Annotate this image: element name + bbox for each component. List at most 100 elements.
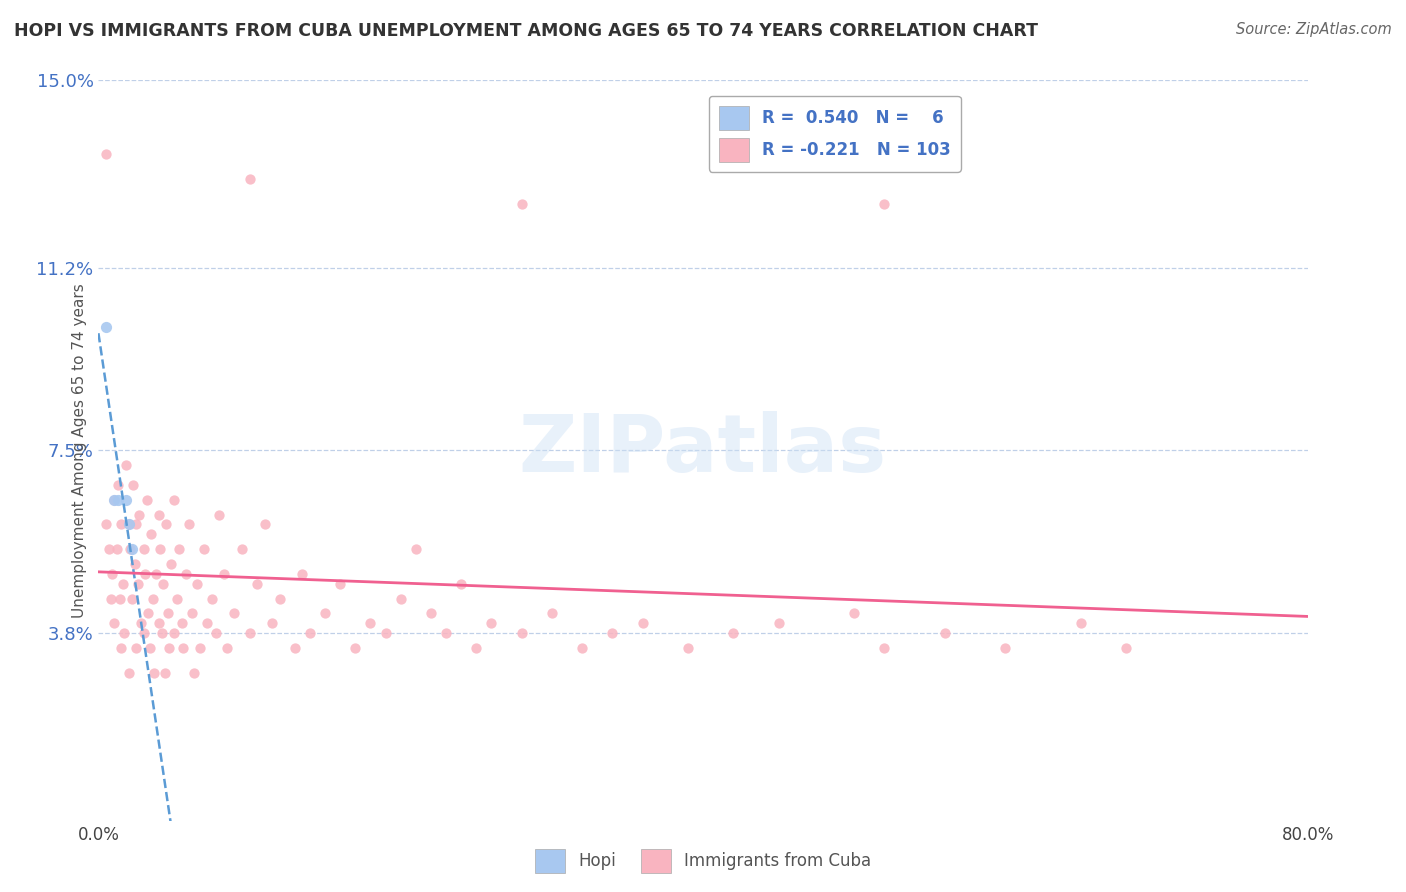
- Point: [112, 626, 135, 640]
- Point: [224, 607, 246, 621]
- Point: [148, 508, 170, 522]
- Point: [134, 566, 156, 581]
- Point: [374, 626, 396, 640]
- Point: [129, 616, 152, 631]
- Point: [114, 458, 136, 473]
- Point: [195, 616, 218, 631]
- Point: [110, 640, 132, 655]
- Point: [723, 626, 745, 640]
- Point: [329, 576, 352, 591]
- Point: [107, 492, 129, 507]
- Point: [344, 640, 367, 655]
- Text: Source: ZipAtlas.com: Source: ZipAtlas.com: [1236, 22, 1392, 37]
- Point: [105, 542, 128, 557]
- Point: [100, 591, 122, 606]
- Point: [450, 576, 472, 591]
- Point: [873, 640, 896, 655]
- Point: [149, 542, 172, 557]
- Point: [183, 665, 205, 680]
- Point: [132, 626, 155, 640]
- Point: [201, 591, 224, 606]
- Point: [314, 607, 336, 621]
- Point: [120, 542, 142, 557]
- Legend: Hopi, Immigrants from Cuba: Hopi, Immigrants from Cuba: [529, 842, 877, 880]
- Point: [125, 517, 148, 532]
- Y-axis label: Unemployment Among Ages 65 to 74 years: Unemployment Among Ages 65 to 74 years: [72, 283, 87, 618]
- Text: HOPI VS IMMIGRANTS FROM CUBA UNEMPLOYMENT AMONG AGES 65 TO 74 YEARS CORRELATION : HOPI VS IMMIGRANTS FROM CUBA UNEMPLOYMEN…: [14, 22, 1038, 40]
- Point: [163, 492, 186, 507]
- Point: [163, 626, 186, 640]
- Legend: R =  0.540   N =    6, R = -0.221   N = 103: R = 0.540 N = 6, R = -0.221 N = 103: [709, 96, 960, 171]
- Point: [844, 607, 866, 621]
- Point: [111, 576, 134, 591]
- Point: [231, 542, 253, 557]
- Point: [208, 508, 231, 522]
- Point: [170, 616, 193, 631]
- Point: [205, 626, 228, 640]
- Point: [125, 640, 148, 655]
- Point: [179, 517, 201, 532]
- Point: [215, 640, 238, 655]
- Point: [145, 566, 167, 581]
- Point: [1115, 640, 1137, 655]
- Point: [1070, 616, 1092, 631]
- Point: [153, 665, 176, 680]
- Point: [156, 607, 179, 621]
- Point: [420, 607, 443, 621]
- Point: [101, 566, 124, 581]
- Point: [142, 591, 165, 606]
- Point: [160, 557, 183, 571]
- Point: [103, 492, 125, 507]
- Point: [127, 576, 149, 591]
- Point: [152, 576, 174, 591]
- Point: [107, 478, 129, 492]
- Point: [212, 566, 235, 581]
- Point: [510, 196, 533, 211]
- Point: [122, 478, 145, 492]
- Point: [94, 147, 117, 161]
- Point: [172, 640, 194, 655]
- Point: [181, 607, 204, 621]
- Point: [253, 517, 276, 532]
- Point: [239, 626, 262, 640]
- Point: [676, 640, 699, 655]
- Point: [246, 576, 269, 591]
- Point: [110, 517, 132, 532]
- Point: [128, 508, 150, 522]
- Point: [405, 542, 427, 557]
- Point: [139, 640, 162, 655]
- Point: [873, 196, 896, 211]
- Point: [148, 616, 170, 631]
- Point: [602, 626, 624, 640]
- Point: [284, 640, 307, 655]
- Point: [434, 626, 457, 640]
- Point: [465, 640, 488, 655]
- Point: [143, 665, 166, 680]
- Point: [631, 616, 654, 631]
- Point: [188, 640, 211, 655]
- Point: [934, 626, 956, 640]
- Point: [540, 607, 562, 621]
- Point: [239, 172, 262, 186]
- Point: [167, 542, 190, 557]
- Point: [994, 640, 1017, 655]
- Point: [118, 517, 141, 532]
- Point: [481, 616, 503, 631]
- Point: [124, 557, 146, 571]
- Point: [132, 542, 155, 557]
- Point: [108, 591, 131, 606]
- Point: [103, 492, 125, 507]
- Point: [94, 320, 117, 334]
- Point: [118, 517, 141, 532]
- Point: [159, 640, 181, 655]
- Point: [135, 492, 157, 507]
- Point: [291, 566, 314, 581]
- Point: [262, 616, 284, 631]
- Point: [193, 542, 215, 557]
- Point: [360, 616, 382, 631]
- Point: [98, 542, 121, 557]
- Point: [166, 591, 188, 606]
- Point: [510, 626, 533, 640]
- Point: [121, 591, 143, 606]
- Point: [118, 665, 141, 680]
